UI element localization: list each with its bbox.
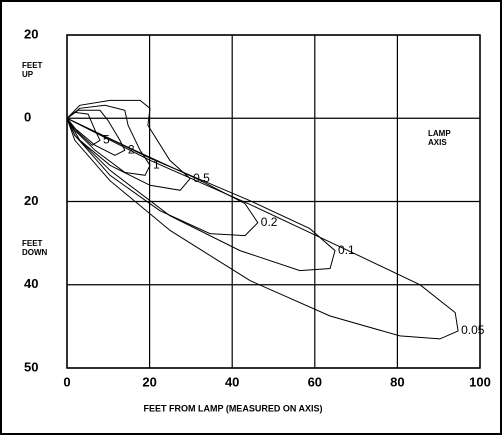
- y-tick-label: 40: [24, 276, 38, 291]
- contour-line: [66, 111, 101, 146]
- y-tick-label: 20: [24, 193, 38, 208]
- axis-label: LAMP AXIS: [428, 129, 451, 147]
- contour-label: 1: [153, 157, 160, 171]
- x-tick-label: 0: [63, 374, 70, 389]
- x-tick-label: 60: [308, 374, 322, 389]
- contour-line: [66, 117, 259, 237]
- y-tick-label: 0: [24, 110, 31, 125]
- contour-line: [66, 117, 336, 272]
- y-tick-label: 20: [24, 26, 38, 41]
- x-tick-label: 100: [469, 374, 491, 389]
- y-label-down: FEET DOWN: [22, 239, 48, 257]
- y-label-up: FEET UP: [22, 61, 43, 79]
- contour-line: [66, 99, 191, 191]
- contour-label: 2: [128, 142, 135, 156]
- contour-line: [66, 104, 151, 176]
- contour-label: 5: [103, 132, 110, 146]
- contour-line: [66, 109, 126, 156]
- x-tick-label: 80: [390, 374, 404, 389]
- y-tick-label: 50: [24, 359, 38, 374]
- contour-label: 0.2: [261, 215, 278, 229]
- x-tick-label: 40: [225, 374, 239, 389]
- contour-label: 0.05: [461, 323, 485, 337]
- contour-label: 0.1: [338, 243, 355, 257]
- x-axis-label: FEET FROM LAMP (MEASURED ON AXIS): [143, 403, 322, 413]
- contour-line: [66, 117, 459, 340]
- x-tick-label: 20: [142, 374, 156, 389]
- contour-label: 0.5: [193, 171, 210, 185]
